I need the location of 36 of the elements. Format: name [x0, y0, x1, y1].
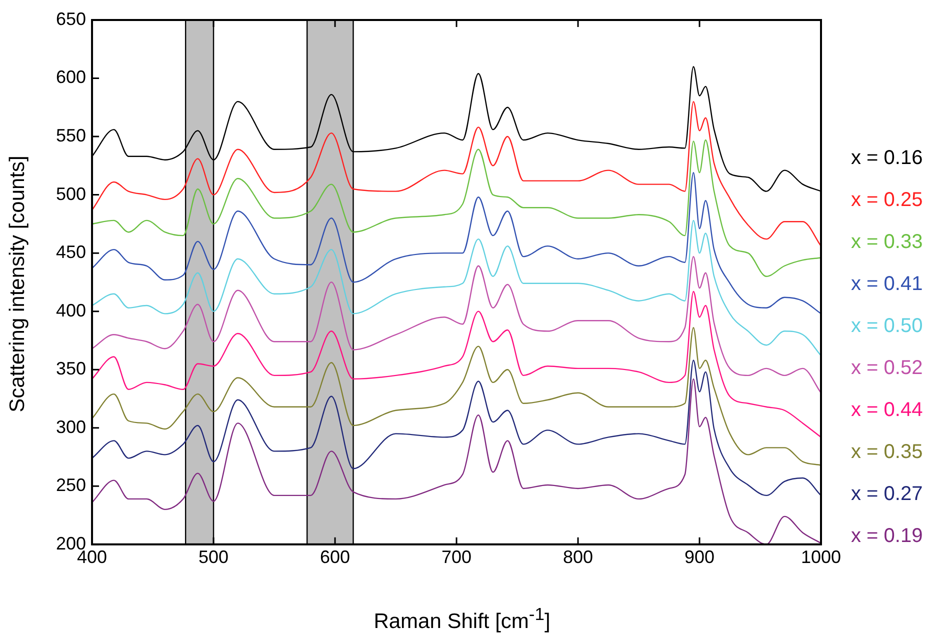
series-label: x = 0.41: [851, 273, 923, 296]
x-axis-title: Raman Shift [cm$^{-1}$]: [372, 604, 552, 634]
x-tick-label: 500: [198, 547, 229, 568]
series-label: x = 0.44: [851, 399, 923, 422]
series-label: x = 0.35: [851, 441, 923, 464]
line-series: [92, 172, 821, 314]
x-tick-label: 800: [562, 547, 594, 568]
series-label: x = 0.19: [851, 525, 923, 548]
y-tick-label: 600: [56, 67, 86, 88]
series-label: x = 0.50: [851, 315, 923, 338]
x-tick-label: 1000: [800, 547, 842, 568]
x-tick-label: 700: [441, 547, 472, 568]
y-axis-title: Scattering intensity [counts]: [6, 154, 30, 414]
y-tick-label: 550: [56, 126, 86, 146]
line-series: [92, 327, 821, 466]
line-series: [92, 139, 821, 277]
series-label: x = 0.52: [851, 357, 923, 380]
line-series: [92, 220, 821, 356]
y-tick-label: 300: [56, 416, 86, 437]
y-tick-label: 450: [56, 242, 86, 262]
y-tick-label: 250: [56, 475, 86, 496]
y-tick-label: 350: [56, 358, 86, 379]
line-series: [92, 378, 821, 544]
x-tick-label: 900: [684, 547, 715, 568]
line-series: [92, 290, 821, 438]
text: x = 0.25: [851, 189, 923, 212]
x-tick-label: 600: [320, 547, 350, 568]
y-tick-label: 650: [56, 8, 86, 29]
series-label: x = 0.16: [851, 147, 923, 169]
series-label: x = 0.27: [851, 483, 923, 506]
y-tick-label: 400: [56, 300, 86, 320]
line-series: [92, 360, 821, 496]
series-label: x = 0.33: [851, 231, 923, 254]
line-series: [92, 100, 821, 247]
y-tick-label: 500: [56, 184, 86, 204]
line-series: [92, 256, 821, 394]
